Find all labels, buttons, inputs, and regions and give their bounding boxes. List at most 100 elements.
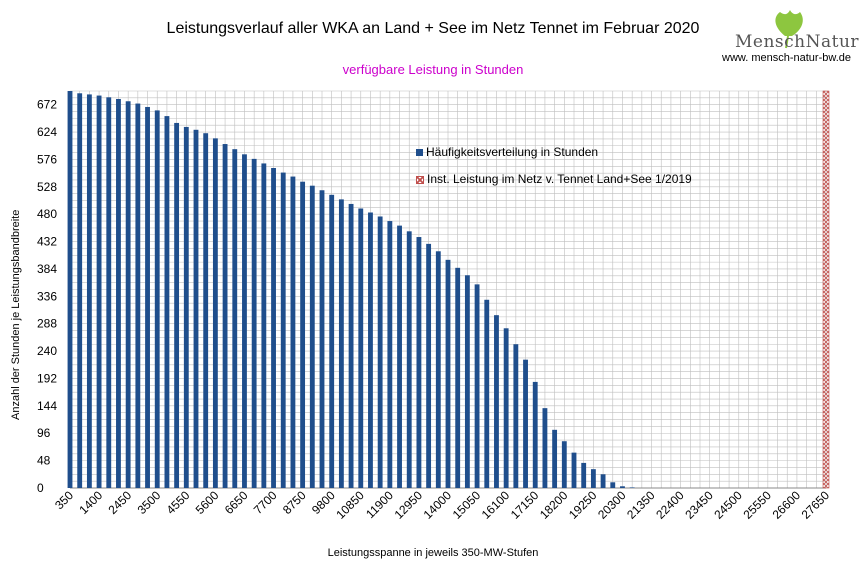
x-tick-label: 19250	[566, 488, 600, 522]
x-tick-label: 7700	[251, 488, 280, 517]
bar	[135, 103, 141, 488]
installed-capacity-bar	[822, 90, 830, 489]
bar	[368, 212, 373, 488]
bar	[581, 462, 587, 488]
legend-item-frequency: Häufigkeitsverteilung in Stunden	[416, 145, 598, 159]
x-tick-label: 2450	[105, 488, 134, 517]
y-tick-label: 336	[37, 289, 57, 303]
y-tick-label: 288	[37, 317, 57, 331]
x-axis-label: Leistungsspanne in jeweils 350-MW-Stufen	[327, 547, 539, 559]
y-tick-label: 432	[37, 235, 57, 249]
chart-subtitle: verfügbare Leistung in Stunden	[342, 62, 524, 77]
x-tick-label: 8750	[280, 488, 309, 517]
bar	[261, 163, 267, 488]
x-tick-label: 1400	[76, 488, 105, 517]
bar	[474, 284, 480, 488]
bar	[571, 452, 577, 488]
bar	[348, 203, 354, 489]
bar	[532, 381, 538, 488]
bar	[271, 168, 276, 488]
x-tick-label: 5600	[193, 488, 222, 517]
bar	[203, 133, 209, 488]
x-tick-label: 27650	[799, 488, 833, 522]
y-tick-label: 48	[37, 454, 51, 468]
bar	[232, 149, 238, 488]
bar	[426, 243, 432, 488]
bar	[377, 216, 383, 488]
x-tick-label: 23450	[682, 488, 716, 522]
x-tick-label: 26600	[770, 488, 804, 522]
y-tick-label: 96	[37, 426, 51, 440]
x-tick-label: 3500	[135, 488, 164, 517]
legend-item-installed: Inst. Leistung im Netz v. Tennet Land+Se…	[416, 172, 692, 186]
bar	[358, 208, 364, 488]
x-tick-label: 17150	[508, 488, 542, 522]
bar	[86, 94, 92, 488]
bar	[106, 97, 112, 489]
x-tick-label: 18200	[537, 488, 571, 522]
bar	[290, 176, 296, 488]
bar	[620, 486, 625, 488]
bar	[174, 122, 180, 488]
chart-title: Leistungsverlauf aller WKA an Land + See…	[166, 20, 700, 37]
x-tick-label: 20300	[595, 488, 629, 522]
x-tick-label: 24500	[711, 488, 745, 522]
x-tick-label: 14000	[421, 488, 455, 522]
bar	[164, 116, 170, 488]
ginkgo-leaf-icon	[775, 10, 803, 49]
y-tick-label: 192	[37, 371, 57, 385]
legend-swatch-installed	[416, 175, 424, 184]
x-tick-label: 11900	[363, 488, 396, 521]
bar	[406, 231, 412, 488]
logo-name: MenschNatur	[735, 32, 860, 52]
y-tick-label: 528	[37, 180, 57, 194]
bar	[416, 237, 422, 488]
x-tick-label: 25550	[740, 488, 774, 522]
x-tick-label: 15050	[450, 488, 484, 522]
bar	[77, 93, 83, 488]
bar	[435, 251, 441, 488]
bar	[455, 267, 461, 488]
bar	[513, 344, 519, 488]
x-tick-label: 16100	[479, 488, 513, 522]
legend-swatch-frequency	[416, 149, 423, 157]
bar	[629, 487, 635, 488]
y-tick-label: 624	[37, 125, 57, 139]
y-tick-label: 480	[37, 207, 57, 221]
x-tick-label: 22400	[653, 488, 687, 522]
bar	[193, 129, 199, 488]
bar	[445, 259, 451, 488]
bar	[251, 158, 257, 488]
bar	[212, 138, 218, 488]
bar	[145, 106, 150, 489]
bar	[329, 194, 335, 488]
bar	[464, 275, 470, 488]
bar	[309, 185, 315, 489]
y-axis-label: Anzahl der Stunden je Leistungsbandbreit…	[10, 209, 22, 420]
bar	[280, 172, 286, 488]
bar	[484, 299, 490, 488]
bar	[300, 181, 306, 488]
x-tick-label: 10850	[333, 488, 367, 522]
y-tick-label: 0	[37, 481, 44, 495]
x-tick-label: 21350	[624, 488, 658, 522]
bar	[319, 190, 325, 488]
bar	[561, 441, 567, 488]
x-tick-label: 350	[52, 488, 76, 512]
bar	[338, 199, 344, 488]
bar	[503, 328, 509, 488]
bar	[242, 154, 247, 489]
y-tick-label: 384	[37, 262, 57, 276]
logo-url: www. mensch-natur-bw.de	[722, 52, 851, 64]
bar	[116, 98, 121, 489]
bar	[552, 429, 558, 488]
bar	[387, 221, 393, 488]
x-tick-label: 4550	[164, 488, 193, 517]
bar	[183, 126, 189, 488]
bar	[523, 359, 528, 488]
bar	[67, 91, 73, 488]
bar	[590, 469, 596, 488]
y-tick-label: 144	[37, 399, 57, 413]
legend-label-installed: Inst. Leistung im Netz v. Tennet Land+Se…	[427, 172, 692, 186]
